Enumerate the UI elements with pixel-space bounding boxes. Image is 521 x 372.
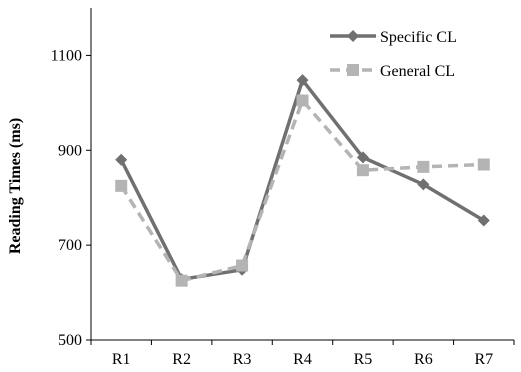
legend-label: General CL: [380, 63, 455, 80]
data-point: [356, 151, 369, 164]
data-point: [296, 94, 309, 107]
legend-entry: Specific CL: [330, 29, 457, 46]
legend-marker: [347, 30, 359, 42]
data-point: [477, 214, 490, 227]
legend-label: Specific CL: [380, 29, 457, 46]
x-tick-label: R6: [414, 351, 433, 368]
data-point: [115, 153, 128, 166]
y-tick-label: 700: [58, 237, 82, 254]
data-point: [115, 179, 128, 192]
x-tick-label: R3: [233, 351, 252, 368]
series-line: [119, 98, 484, 283]
x-tick-label: R7: [474, 351, 493, 368]
y-axis-title: Reading Times (ms): [7, 118, 24, 254]
y-tick-labels: 500 700 900 1100: [51, 47, 91, 349]
x-tick-label: R5: [354, 351, 373, 368]
legend-marker: [347, 64, 359, 76]
legend-entry: General CL: [330, 63, 455, 80]
legend: Specific CL General CL: [330, 29, 457, 80]
y-tick-label: 900: [58, 142, 82, 159]
series-1: [115, 94, 490, 287]
data-point: [417, 160, 430, 173]
data-point: [175, 274, 188, 287]
x-tick-label: R1: [112, 351, 131, 368]
x-tick-label: R2: [172, 351, 191, 368]
data-point: [356, 164, 369, 177]
data-point: [477, 158, 490, 171]
x-tick-labels: R1 R2 R3 R4 R5 R6 R7: [90, 340, 515, 368]
series-layer: [115, 74, 490, 287]
series-line: [119, 78, 485, 282]
data-point: [417, 178, 430, 191]
x-tick-label: R4: [293, 351, 312, 368]
data-point: [236, 259, 249, 272]
axes: [90, 8, 514, 341]
data-point: [296, 74, 309, 87]
y-tick-label: 1100: [51, 47, 82, 64]
y-tick-label: 500: [58, 332, 82, 349]
